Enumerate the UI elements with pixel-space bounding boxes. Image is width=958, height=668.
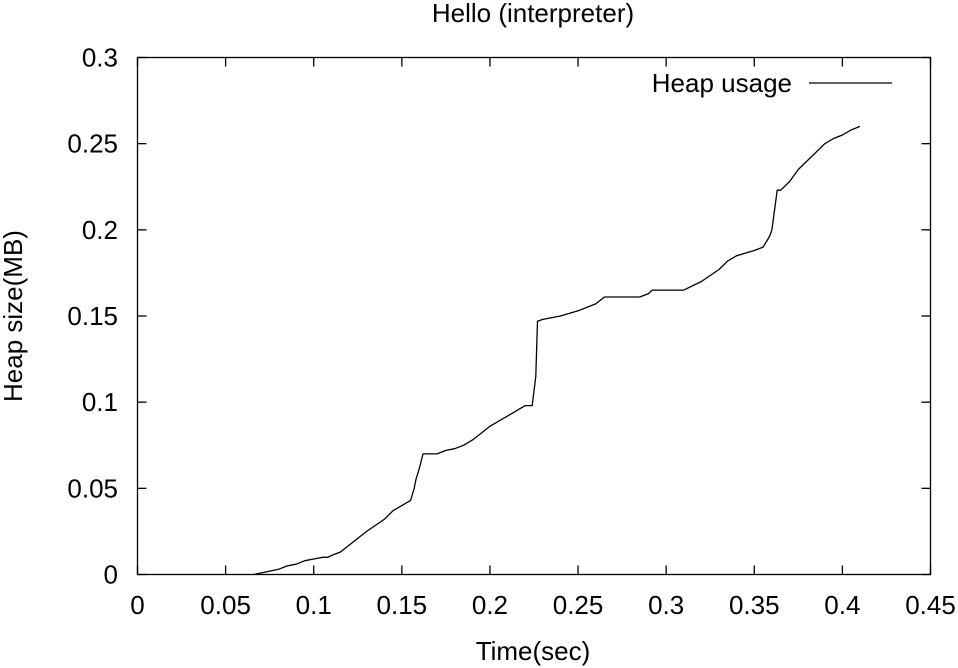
- y-tick-label: 0.25: [67, 129, 118, 159]
- legend-label: Heap usage: [652, 68, 792, 98]
- x-tick-label: 0.25: [553, 590, 604, 620]
- legend: Heap usage: [652, 68, 892, 98]
- y-tick-label: 0.1: [82, 387, 118, 417]
- y-tick-label: 0.3: [82, 43, 118, 73]
- plot-frame: [136, 56, 932, 576]
- y-tick-labels: 0 0.05 0.1 0.15 0.2 0.25 0.3: [67, 43, 118, 590]
- series-line-heap-usage: [253, 125, 861, 576]
- chart-title: Hello (interpreter): [432, 0, 634, 28]
- axis-ticks: [136, 56, 932, 576]
- x-axis-label: Time(sec): [476, 636, 591, 666]
- y-tick-label: 0.2: [82, 215, 118, 245]
- x-tick-label: 0.05: [200, 590, 251, 620]
- x-tick-label: 0.1: [296, 590, 332, 620]
- y-tick-label: 0.05: [67, 473, 118, 503]
- y-tick-label: 0: [104, 560, 118, 590]
- x-tick-labels: 0 0.05 0.1 0.15 0.2 0.25 0.3 0.35 0.4 0.45: [130, 590, 956, 620]
- x-tick-label: 0.2: [472, 590, 508, 620]
- x-tick-label: 0.3: [648, 590, 684, 620]
- y-axis-label: Heap size(MB): [0, 230, 28, 402]
- x-tick-label: 0: [130, 590, 144, 620]
- x-tick-label: 0.4: [824, 590, 860, 620]
- y-tick-label: 0.15: [67, 301, 118, 331]
- x-tick-label: 0.15: [377, 590, 428, 620]
- x-tick-label: 0.45: [905, 590, 956, 620]
- x-tick-label: 0.35: [729, 590, 780, 620]
